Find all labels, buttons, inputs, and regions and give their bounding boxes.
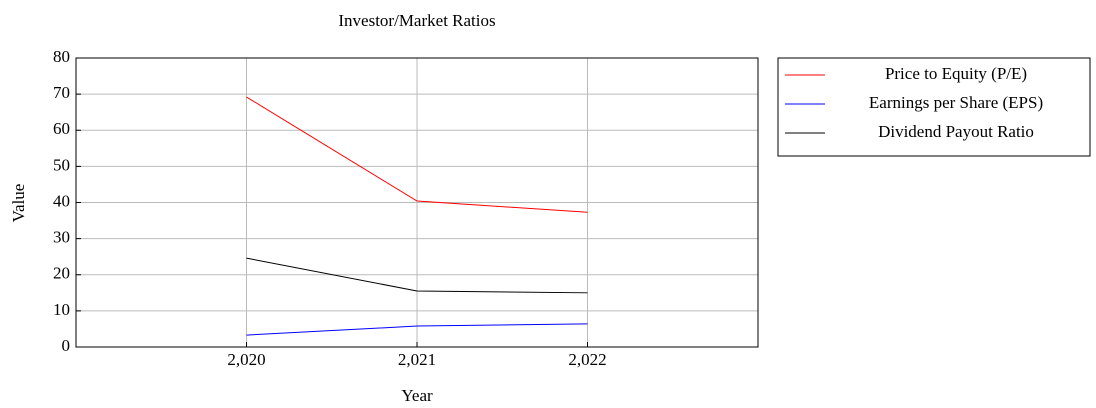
series-line [246, 96, 588, 213]
y-tick-label: 40 [53, 191, 70, 210]
legend-box [777, 57, 1091, 157]
legend-label: Dividend Payout Ratio [878, 122, 1034, 141]
x-tick-label: 2,020 [227, 350, 265, 369]
x-axis-label: Year [401, 386, 433, 405]
chart-title: Investor/Market Ratios [338, 11, 495, 30]
x-tick-label: 2,022 [568, 350, 606, 369]
plot-frame [75, 57, 759, 348]
y-tick-label: 80 [53, 47, 70, 66]
y-tick-label: 10 [53, 300, 70, 319]
y-tick-label: 60 [53, 119, 70, 138]
y-tick-label: 0 [62, 336, 71, 355]
y-tick-label: 20 [53, 264, 70, 283]
series-line [246, 323, 588, 336]
y-axis-label: Value [9, 184, 28, 223]
y-tick-label: 70 [53, 83, 70, 102]
x-tick-label: 2,021 [398, 350, 436, 369]
legend-label: Price to Equity (P/E) [885, 64, 1027, 83]
y-tick-label: 50 [53, 155, 70, 174]
legend-label: Earnings per Share (EPS) [869, 93, 1043, 112]
series-line [246, 257, 588, 294]
y-tick-label: 30 [53, 228, 70, 247]
